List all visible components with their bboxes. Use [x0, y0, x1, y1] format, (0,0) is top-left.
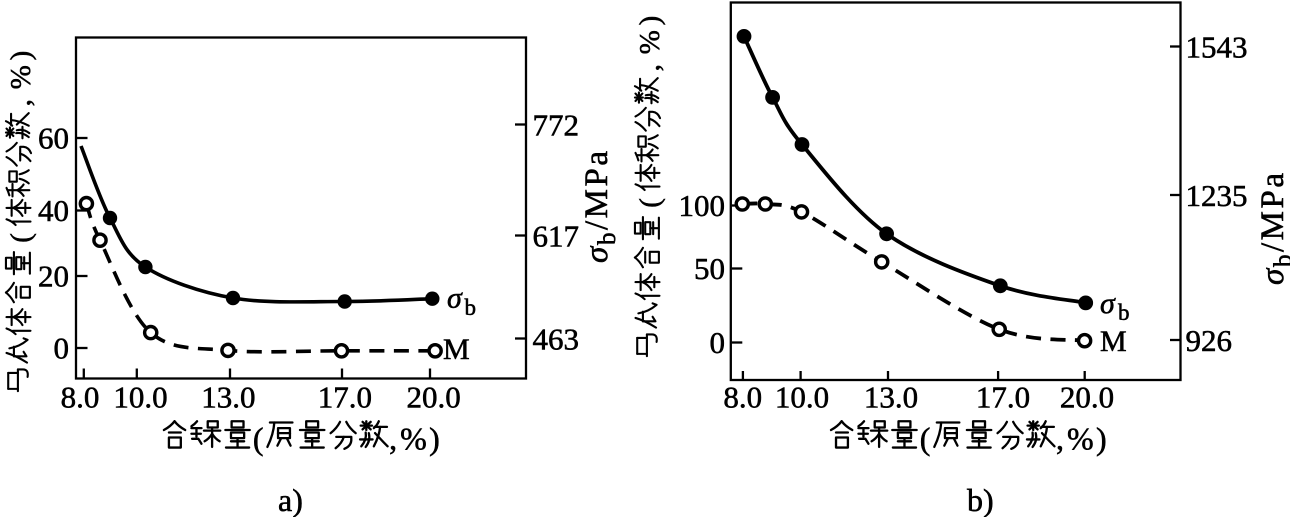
svg-text:,: ,	[1056, 421, 1064, 457]
svg-text:M: M	[1100, 325, 1127, 358]
svg-text:%: %	[634, 30, 666, 54]
svg-text:σ: σ	[447, 282, 463, 315]
svg-text:): )	[1096, 421, 1107, 457]
svg-text:617: 617	[533, 219, 580, 254]
svg-text:13.0: 13.0	[201, 380, 255, 415]
svg-text:100: 100	[679, 188, 726, 223]
svg-text:b: b	[1270, 255, 1290, 268]
svg-text:20.0: 20.0	[1060, 380, 1114, 415]
svg-text:10.0: 10.0	[775, 380, 829, 415]
svg-text:463: 463	[533, 322, 580, 357]
svg-text:20: 20	[38, 259, 69, 294]
svg-text:0: 0	[710, 325, 726, 360]
svg-text:b: b	[594, 233, 621, 246]
svg-text:/MPa: /MPa	[579, 148, 615, 230]
svg-text:,: ,	[389, 421, 397, 457]
svg-text:b): b)	[967, 482, 994, 517]
svg-text:%: %	[1067, 421, 1094, 457]
svg-text:%: %	[400, 421, 427, 457]
svg-text:,: ,	[634, 64, 666, 71]
svg-text:1543: 1543	[1186, 30, 1248, 65]
svg-text:772: 772	[533, 108, 580, 143]
svg-text:,: ,	[5, 99, 37, 106]
svg-text:60: 60	[38, 121, 69, 156]
svg-text:17.0: 17.0	[976, 380, 1030, 415]
svg-text:(: (	[634, 198, 666, 208]
svg-text:): )	[634, 16, 666, 26]
svg-text:17.0: 17.0	[318, 380, 372, 415]
svg-text:/MPa: /MPa	[1255, 170, 1290, 252]
svg-text:σ: σ	[579, 245, 615, 263]
svg-text:): )	[5, 51, 37, 61]
svg-text:b: b	[1118, 300, 1130, 325]
svg-text:b: b	[465, 295, 477, 320]
svg-text:8.0: 8.0	[61, 380, 100, 415]
svg-text:8.0: 8.0	[723, 380, 762, 415]
svg-text:10.0: 10.0	[113, 380, 167, 415]
svg-text:13.0: 13.0	[864, 380, 918, 415]
svg-text:40: 40	[38, 193, 69, 228]
svg-text:%: %	[5, 65, 37, 89]
svg-text:(: (	[5, 233, 37, 243]
svg-text:M: M	[443, 333, 470, 366]
svg-text:20.0: 20.0	[406, 380, 460, 415]
svg-text:0: 0	[54, 331, 70, 366]
svg-text:σ: σ	[1255, 267, 1290, 285]
svg-text:(: (	[920, 421, 931, 457]
svg-text:1235: 1235	[1186, 178, 1248, 213]
svg-text:50: 50	[694, 251, 725, 286]
svg-text:926: 926	[1186, 323, 1233, 358]
svg-text:): )	[429, 421, 440, 457]
svg-text:(: (	[253, 421, 264, 457]
svg-text:a): a)	[278, 482, 303, 517]
svg-text:σ: σ	[1100, 287, 1116, 320]
